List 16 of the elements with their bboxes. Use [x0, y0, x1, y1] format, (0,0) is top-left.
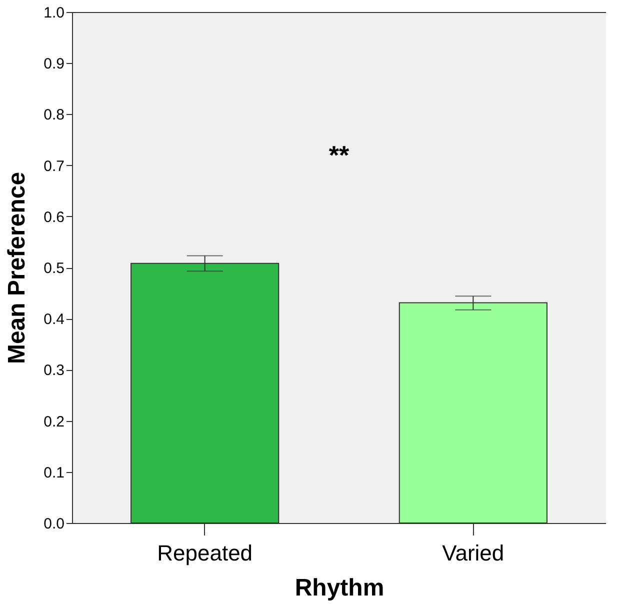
- y-tick-label: 0.6: [44, 208, 64, 226]
- x-axis-title: Rhythm: [294, 574, 384, 602]
- y-tick-label: 0.7: [44, 158, 64, 175]
- y-tick-label: 0.3: [44, 362, 64, 380]
- x-tick-label: Varied: [442, 540, 504, 566]
- y-tick-label: 0.1: [44, 464, 64, 482]
- y-tick-label: 0.2: [44, 413, 64, 430]
- y-tick-label: 0.4: [44, 311, 64, 328]
- y-tick-label: 1.0: [44, 4, 64, 22]
- y-axis-title: Mean Preference: [4, 172, 31, 364]
- x-tick-label: Repeated: [157, 540, 253, 566]
- annotation: **: [328, 140, 350, 170]
- y-tick-label: 0.9: [44, 56, 64, 73]
- y-tick-label: 0.8: [44, 106, 64, 124]
- y-tick-label: 0.5: [44, 260, 64, 277]
- y-tick-label: 0.0: [44, 516, 64, 532]
